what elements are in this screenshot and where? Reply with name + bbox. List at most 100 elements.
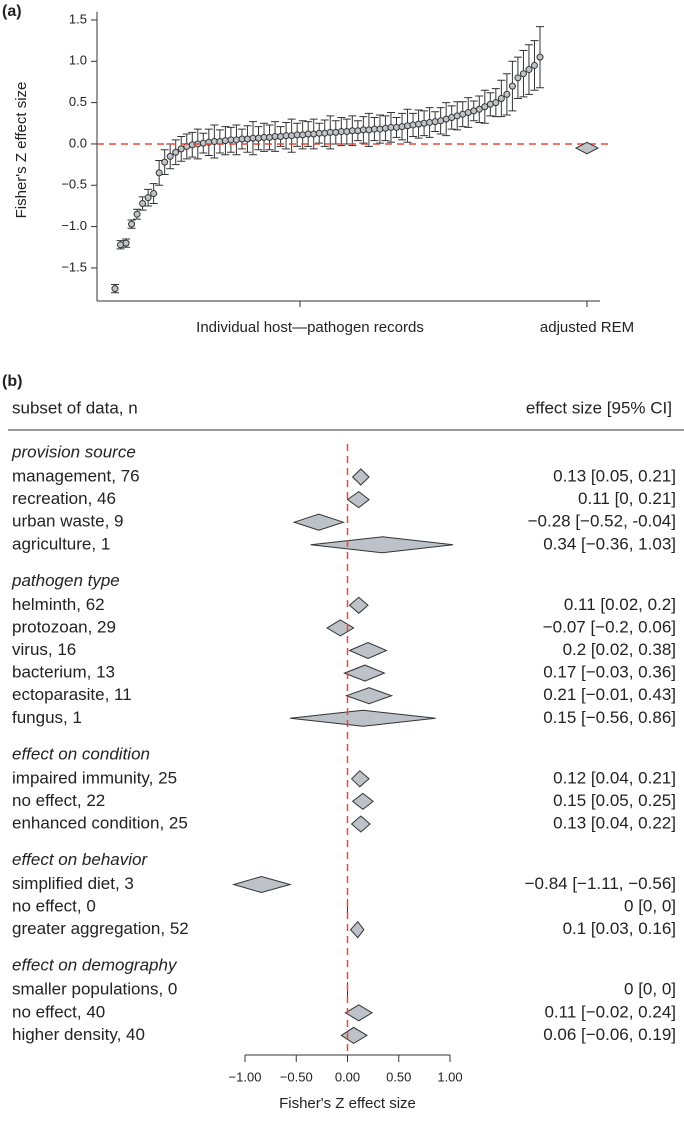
point: [155, 169, 163, 177]
point: [177, 145, 185, 153]
group-title: effect on demography: [12, 956, 178, 975]
point: [475, 105, 483, 113]
row-label: impaired immunity, 25: [12, 768, 177, 787]
diamond: [351, 468, 370, 486]
panel-label: (b): [2, 373, 22, 390]
diamond: [348, 641, 388, 660]
y-tick-label: −0.5: [61, 177, 87, 192]
point: [255, 134, 263, 142]
value-label: −0.28 [−0.52, -0.04]: [528, 512, 676, 531]
x-tick-label: −0.50: [280, 1069, 313, 1084]
row-label: simplified diet, 3: [12, 874, 134, 893]
row-label: bacterium, 13: [12, 663, 115, 682]
value-label: 0.11 [0.02, 0.2]: [564, 595, 676, 614]
row-label: higher density, 40: [12, 1025, 145, 1044]
rem-diamond: [574, 141, 600, 155]
row-label: management, 76: [12, 466, 140, 485]
row-label: urban waste, 9: [12, 512, 124, 531]
y-axis-label: Fisher's Z effect size: [13, 82, 30, 219]
value-label: 0.11 [−0.02, 0.24]: [544, 1002, 676, 1021]
point: [426, 118, 434, 126]
group-title: effect on behavior: [12, 850, 148, 869]
point: [525, 66, 533, 74]
point: [530, 61, 538, 69]
point: [221, 137, 229, 145]
point: [398, 123, 406, 131]
diamond: [344, 1004, 374, 1022]
value-label: 0.13 [0.05, 0.21]: [553, 466, 676, 485]
point: [354, 127, 362, 135]
point: [497, 94, 505, 102]
point: [199, 139, 207, 147]
value-label: 0.15 [0.05, 0.25]: [553, 791, 676, 810]
diamond: [310, 536, 454, 554]
group-title: effect on condition: [12, 744, 150, 763]
value-label: 0.1 [0.03, 0.16]: [563, 919, 676, 938]
point: [166, 152, 174, 160]
value-label: 0.15 [−0.56, 0.86]: [543, 708, 676, 727]
value-label: 0.12 [0.04, 0.21]: [553, 768, 676, 787]
value-label: 0.06 [−0.06, 0.19]: [543, 1025, 676, 1044]
value-label: 0.2 [0.02, 0.38]: [563, 640, 676, 659]
x-tick-label: 0.50: [386, 1069, 411, 1084]
point: [415, 120, 423, 128]
y-tick-label: 0.0: [69, 135, 87, 150]
point: [365, 126, 373, 134]
point: [420, 119, 428, 127]
point: [122, 239, 130, 247]
row-label: no effect, 22: [12, 791, 105, 810]
diamond: [349, 920, 365, 939]
row-label: ectoparasite, 11: [12, 685, 132, 704]
row-label: no effect, 40: [12, 1002, 105, 1021]
point: [310, 130, 318, 138]
point: [343, 128, 351, 136]
point: [128, 220, 136, 228]
value-label: 0.13 [0.04, 0.22]: [553, 813, 676, 832]
point: [321, 129, 329, 137]
point: [392, 123, 400, 131]
point: [481, 103, 489, 111]
point: [381, 124, 389, 132]
point: [139, 199, 147, 207]
point: [503, 90, 511, 98]
x-axis-label: Fisher's Z effect size: [279, 1095, 416, 1112]
point: [111, 285, 119, 293]
value-label: 0 [0, 0]: [624, 980, 676, 999]
column-header: subset of data, n: [12, 398, 138, 417]
diamond: [290, 709, 436, 727]
y-tick-label: −1.5: [61, 259, 87, 274]
diamond: [346, 490, 370, 509]
point: [172, 148, 180, 156]
diamond: [344, 687, 394, 705]
point: [150, 190, 158, 198]
value-label: −0.07 [−0.2, 0.06]: [543, 617, 676, 636]
row-label: fungus, 1: [12, 708, 82, 727]
y-tick-label: 1.5: [69, 11, 87, 26]
y-tick-label: 0.5: [69, 94, 87, 109]
point: [299, 131, 307, 139]
rem-label: adjusted REM: [540, 319, 634, 336]
diamond: [326, 619, 355, 637]
row-label: agriculture, 1: [12, 534, 110, 553]
point: [431, 118, 439, 126]
column-header: effect size [95% CI]: [526, 398, 672, 417]
value-label: −0.84 [−1.11, −0.56]: [525, 874, 676, 893]
value-label: 0.11 [0, 0.21]: [578, 489, 676, 508]
point: [144, 194, 152, 202]
point: [514, 74, 522, 82]
point: [266, 133, 274, 141]
value-label: 0 [0, 0]: [624, 897, 676, 916]
value-label: 0.21 [−0.01, 0.43]: [543, 685, 676, 704]
point: [133, 210, 141, 218]
row-label: enhanced condition, 25: [12, 813, 188, 832]
diamond: [350, 770, 370, 788]
x-axis-label: Individual host—pathogen records: [196, 319, 424, 336]
row-label: smaller populations, 0: [12, 980, 177, 999]
y-tick-label: −1.0: [61, 218, 87, 233]
point: [519, 70, 527, 78]
point: [536, 53, 544, 61]
point: [232, 136, 240, 144]
row-label: greater aggregation, 52: [12, 919, 189, 938]
point: [288, 132, 296, 140]
